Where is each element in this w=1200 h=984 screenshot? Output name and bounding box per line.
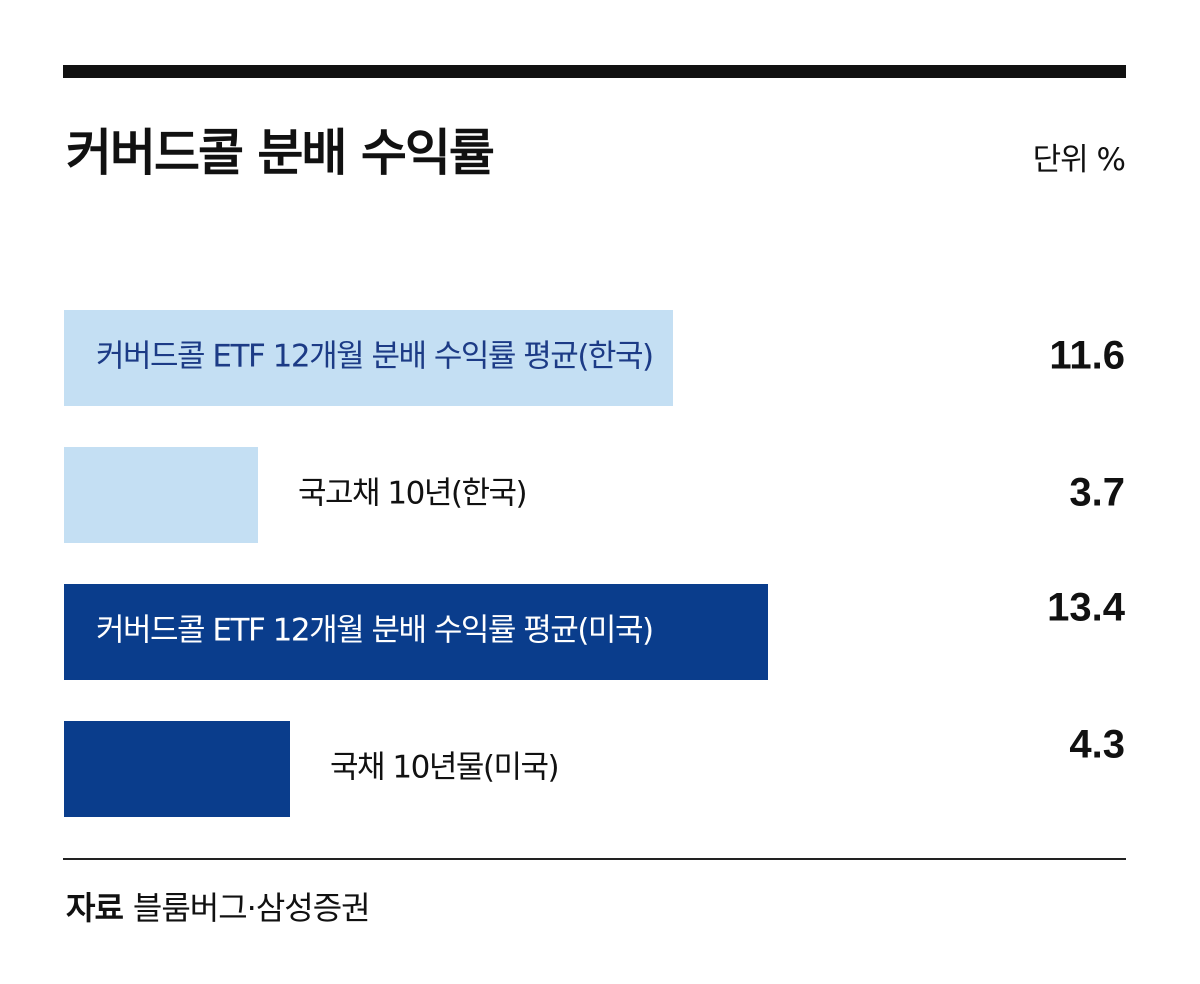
bar-label-2: 국고채 10년(한국): [298, 476, 526, 512]
source-text: 블룸버그·삼성증권: [132, 889, 371, 927]
chart-title: 커버드콜 분배 수익률: [66, 124, 495, 182]
bar-1: [64, 310, 673, 406]
value-label-4: 4.3: [1069, 723, 1125, 767]
unit-label: 단위 %: [1032, 142, 1126, 178]
source-label: 자료: [66, 889, 124, 927]
top-rule: [63, 65, 1126, 78]
value-label-3: 13.4: [1047, 586, 1126, 630]
source-note: 자료 블룸버그·삼성증권: [66, 884, 371, 932]
bar-3: [64, 584, 768, 680]
value-label-2: 3.7: [1069, 471, 1125, 515]
value-label-1: 11.6: [1049, 334, 1125, 378]
bar-2: [64, 447, 258, 543]
bar-chart: 커버드콜 ETF 12개월 분배 수익률 평균(한국) 11.6 국고채 10년(한…: [64, 310, 1126, 817]
bar-label-4: 국채 10년물(미국): [330, 750, 558, 786]
bar-label-1: 커버드콜 ETF 12개월 분배 수익률 평균(한국): [96, 339, 653, 375]
bar-4: [64, 721, 290, 817]
bottom-rule: [63, 858, 1126, 860]
bar-label-3: 커버드콜 ETF 12개월 분배 수익률 평균(미국): [96, 613, 653, 649]
